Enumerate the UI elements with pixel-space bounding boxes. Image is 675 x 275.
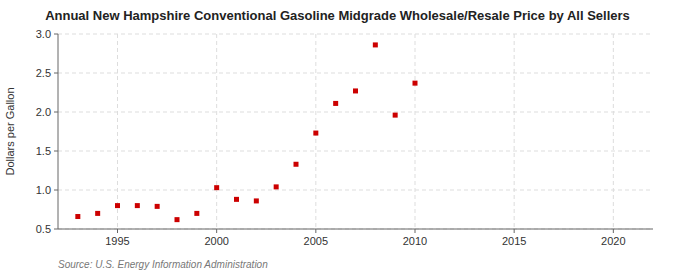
y-tick (54, 190, 58, 191)
y-tick (54, 151, 58, 152)
data-point (115, 203, 120, 208)
y-tick (54, 73, 58, 74)
data-point (194, 211, 199, 216)
data-point (214, 185, 219, 190)
x-axis-line (58, 229, 653, 230)
x-tick (613, 229, 614, 233)
y-tick-label: 3.0 (36, 28, 51, 40)
x-grid-line (613, 34, 614, 229)
x-grid-line (117, 34, 118, 229)
source-note: Source: U.S. Energy Information Administ… (58, 259, 268, 270)
points (75, 42, 417, 222)
chart-title: Annual New Hampshire Conventional Gasoli… (45, 8, 630, 23)
data-point (294, 162, 299, 167)
y-tick-label: 1.5 (36, 145, 51, 157)
y-grid-line (58, 34, 653, 35)
x-tick (415, 229, 416, 233)
x-tick-label: 1995 (105, 235, 129, 247)
x-tick-label: 2020 (601, 235, 625, 247)
data-point (254, 198, 259, 203)
data-point (274, 184, 279, 189)
y-axis-line (58, 34, 59, 229)
x-tick-label: 2015 (502, 235, 526, 247)
data-point (353, 88, 358, 93)
data-point (393, 113, 398, 118)
y-grid-line (58, 112, 653, 113)
y-tick (54, 229, 58, 230)
data-point (373, 42, 378, 47)
y-grid-line (58, 229, 653, 230)
x-tick (514, 229, 515, 233)
data-point (135, 203, 140, 208)
data-point (95, 211, 100, 216)
x-grid-line (514, 34, 515, 229)
data-point (175, 217, 180, 222)
data-point (333, 101, 338, 106)
y-grid-line (58, 73, 653, 74)
x-tick-label: 2000 (204, 235, 228, 247)
x-grid-line (415, 34, 416, 229)
data-point (155, 204, 160, 209)
grid (58, 34, 653, 229)
x-tick (315, 229, 316, 233)
y-grid-line (58, 151, 653, 152)
data-point (313, 131, 318, 136)
x-tick-label: 2005 (304, 235, 328, 247)
y-tick-label: 2.5 (36, 67, 51, 79)
chart-container: 1995 2000 2005 2010 2015 2020 0.5 1.0 1.5 2.0 2.5 3… (0, 0, 675, 275)
x-grid-line (216, 34, 217, 229)
y-tick (54, 34, 58, 35)
x-tick (117, 229, 118, 233)
data-point (413, 81, 418, 86)
x-tick (216, 229, 217, 233)
y-tick-label: 0.5 (36, 223, 51, 235)
axes: 1995 2000 2005 2010 2015 2020 0.5 1.0 1.5 2.0 2.5 3… (36, 28, 653, 247)
data-point (234, 197, 239, 202)
y-tick (54, 112, 58, 113)
chart-svg: 1995 2000 2005 2010 2015 2020 0.5 1.0 1.5 2.0 2.5 3… (0, 0, 675, 275)
x-tick-label: 2010 (403, 235, 427, 247)
y-tick-label: 1.0 (36, 184, 51, 196)
data-point (75, 214, 80, 219)
y-grid-line (58, 190, 653, 191)
y-axis-label: Dollars per Gallon (4, 87, 16, 175)
y-tick-label: 2.0 (36, 106, 51, 118)
